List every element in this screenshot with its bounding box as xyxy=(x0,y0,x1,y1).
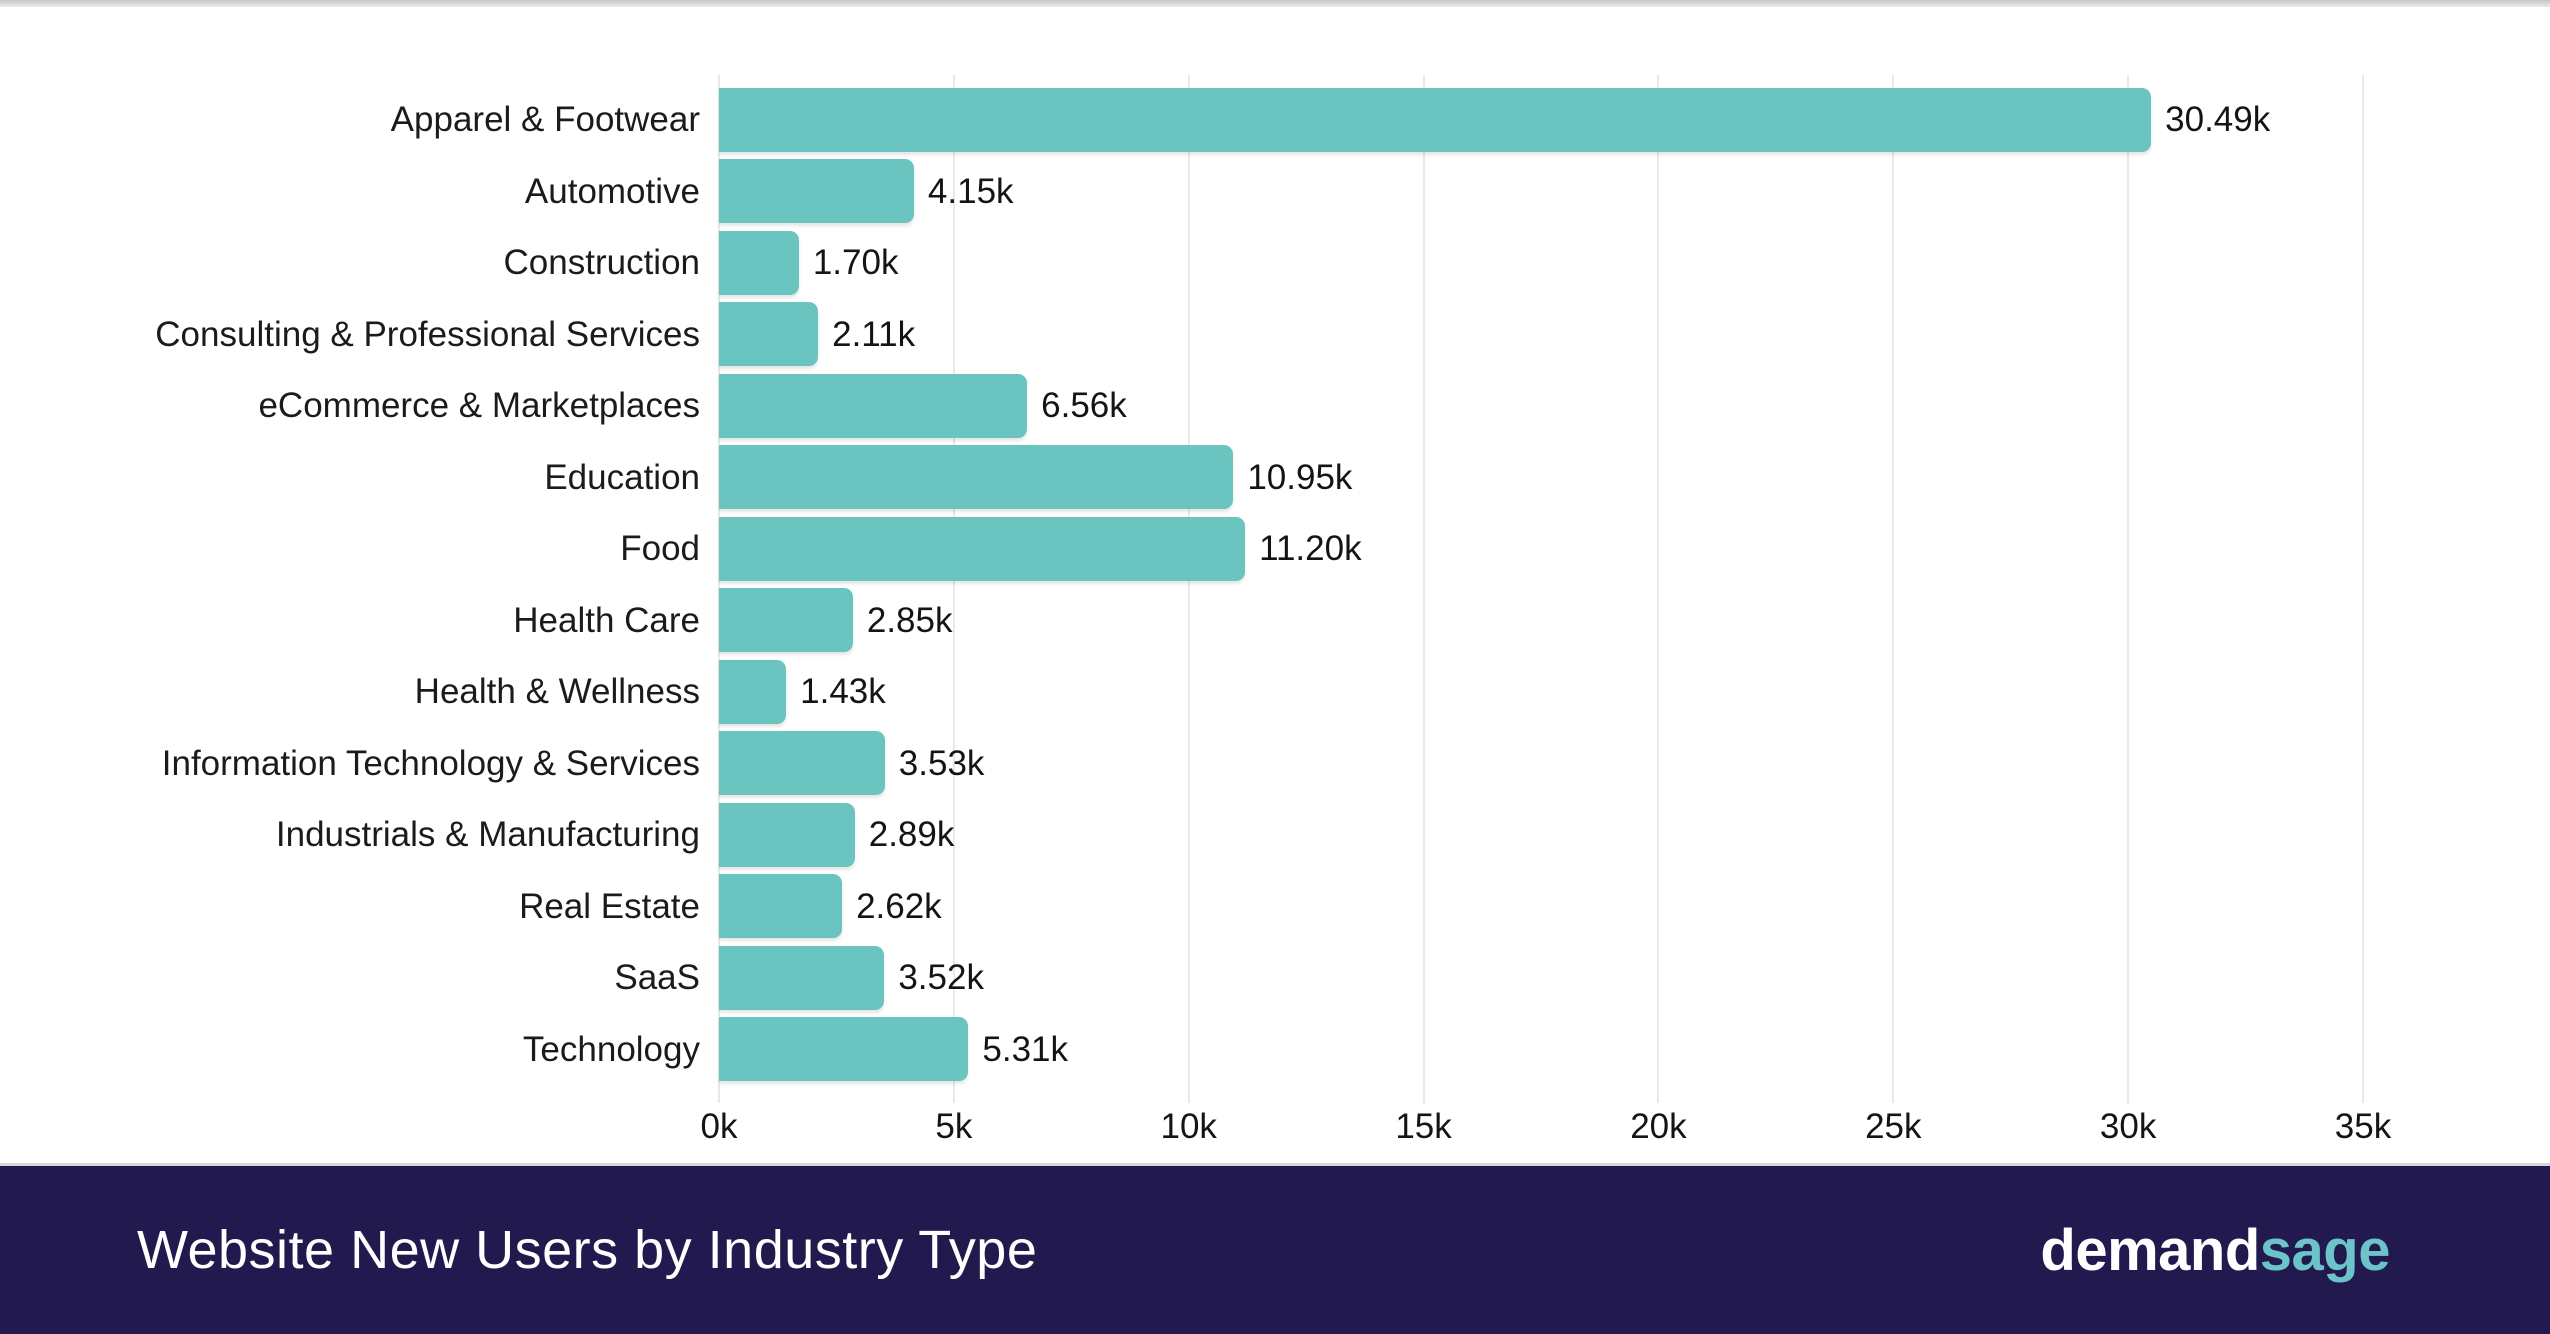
category-label: Automotive xyxy=(524,171,700,211)
value-label: 2.85k xyxy=(866,600,953,640)
x-tick-label: 15k xyxy=(1395,1107,1452,1146)
bar-track: 4.15k xyxy=(719,159,2363,224)
value-label: 3.52k xyxy=(898,958,984,998)
category-label: Food xyxy=(620,529,700,569)
x-tick-label: 10k xyxy=(1160,1107,1217,1146)
gridline xyxy=(2362,75,2364,1103)
value-label: 11.20k xyxy=(1259,529,1362,569)
bar xyxy=(719,373,1028,438)
bar xyxy=(719,874,843,939)
value-label: 10.95k xyxy=(1247,457,1353,497)
gridline xyxy=(1892,75,1895,1103)
bar-track: 30.49k xyxy=(719,87,2363,152)
value-label: 5.31k xyxy=(982,1029,1069,1069)
x-tick-label: 25k xyxy=(1865,1107,1922,1146)
bar-row: Health & Wellness 1.43k xyxy=(100,656,2550,728)
gridline xyxy=(1657,75,1660,1103)
bar-rows: Apparel & Footwear 30.49k Automotive 4.15k C… xyxy=(100,84,2550,1085)
bar xyxy=(719,445,1234,510)
value-label: 2.89k xyxy=(868,815,955,855)
bar-track: 2.85k xyxy=(719,588,2363,653)
value-label: 2.62k xyxy=(856,886,942,926)
bar-row: Automotive 4.15k xyxy=(100,156,2550,228)
bar-chart-plot: Apparel & Footwear 30.49k Automotive 4.15k C… xyxy=(0,7,2550,1163)
gridline xyxy=(2127,75,2130,1103)
value-label: 1.43k xyxy=(800,672,886,712)
bar-track: 2.62k xyxy=(719,874,2363,939)
bar-row: Real Estate 2.62k xyxy=(100,871,2550,943)
bar-row: Apparel & Footwear 30.49k xyxy=(100,84,2550,156)
bar xyxy=(719,659,787,724)
category-label: Health Care xyxy=(513,600,700,640)
chart-area: Apparel & Footwear 30.49k Automotive 4.15k C… xyxy=(0,7,2550,1163)
bar-row: Education 10.95k xyxy=(100,442,2550,514)
category-label: Real Estate xyxy=(519,886,700,926)
gridline xyxy=(1187,75,1190,1103)
category-label: Health & Wellness xyxy=(414,672,700,712)
value-label: 30.49k xyxy=(2165,100,2271,140)
logo-sage: sage xyxy=(2259,1217,2391,1283)
bar-track: 1.43k xyxy=(719,659,2363,724)
bar xyxy=(719,802,855,867)
value-label: 1.70k xyxy=(812,243,899,283)
category-label: Education xyxy=(544,457,700,497)
bar xyxy=(719,945,885,1010)
footer-band: Website New Users by Industry Type deman… xyxy=(0,1163,2550,1334)
bar xyxy=(719,516,1246,581)
value-label: 2.11k xyxy=(832,314,916,354)
gridline xyxy=(952,75,955,1103)
bar-track: 2.11k xyxy=(719,302,2363,367)
bar-row: Construction 1.70k xyxy=(100,227,2550,299)
value-label: 3.53k xyxy=(898,743,985,783)
category-label: Consulting & Professional Services xyxy=(155,314,700,354)
category-label: Industrials & Manufacturing xyxy=(275,815,700,855)
bar xyxy=(719,1017,969,1082)
x-tick-label: 5k xyxy=(935,1107,973,1146)
bar xyxy=(719,87,2152,152)
bar-row: Information Technology & Services 3.53k xyxy=(100,728,2550,800)
x-tick-label: 0k xyxy=(700,1107,738,1146)
bar-track: 3.52k xyxy=(719,945,2363,1010)
bar-row: Consulting & Professional Services 2.11k xyxy=(100,299,2550,371)
bar-track: 11.20k xyxy=(719,516,2363,581)
x-axis: 0k 5k 10k 15k 20k 25k 30k 35k xyxy=(701,1105,2392,1149)
x-tick-label: 35k xyxy=(2334,1107,2392,1146)
gridline xyxy=(1422,75,1425,1103)
bar-track: 5.31k xyxy=(719,1017,2363,1082)
category-label: eCommerce & Marketplaces xyxy=(258,386,700,426)
logo-demand: demand xyxy=(2040,1217,2260,1283)
bar xyxy=(719,302,819,367)
bar xyxy=(719,159,914,224)
bar xyxy=(719,731,885,796)
bar-row: Food 11.20k xyxy=(100,513,2550,585)
bar xyxy=(719,588,853,653)
bar-row: Health Care 2.85k xyxy=(100,585,2550,657)
x-tick-label: 30k xyxy=(2099,1107,2157,1146)
category-label: Construction xyxy=(503,243,700,283)
bar-track: 6.56k xyxy=(719,373,2363,438)
bar-track: 2.89k xyxy=(719,802,2363,867)
x-tick-label: 20k xyxy=(1630,1107,1687,1146)
category-label: Information Technology & Services xyxy=(161,743,700,783)
category-label: Technology xyxy=(522,1029,700,1069)
bar-row: eCommerce & Marketplaces 6.56k xyxy=(100,370,2550,442)
bar-track: 3.53k xyxy=(719,731,2363,796)
top-edge-divider xyxy=(0,0,2550,7)
brand-logo: demandsage xyxy=(2040,1217,2390,1284)
bar-row: SaaS 3.52k xyxy=(100,942,2550,1014)
category-label: Apparel & Footwear xyxy=(390,100,700,140)
bar-row: Industrials & Manufacturing 2.89k xyxy=(100,799,2550,871)
value-label: 4.15k xyxy=(927,171,1014,211)
bar-row: Technology 5.31k xyxy=(100,1014,2550,1086)
value-label: 6.56k xyxy=(1041,386,1127,426)
chart-title: Website New Users by Industry Type xyxy=(137,1220,1038,1280)
bar-track: 10.95k xyxy=(719,445,2363,510)
category-label: SaaS xyxy=(614,958,700,998)
bar xyxy=(719,230,799,295)
bar-track: 1.70k xyxy=(719,230,2363,295)
